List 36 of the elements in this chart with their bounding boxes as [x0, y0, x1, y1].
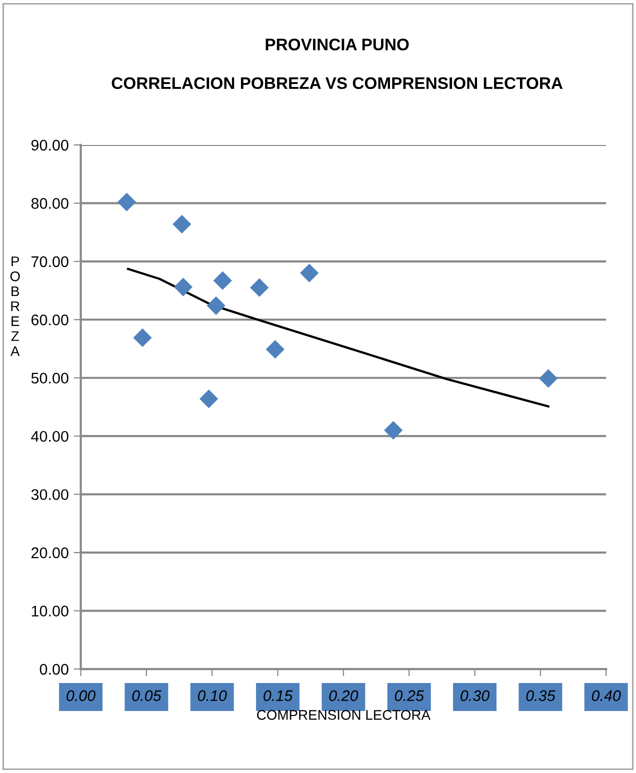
y-tick-label: 90.00 — [31, 140, 68, 151]
y-tick-label: 40.00 — [31, 430, 68, 442]
point — [133, 328, 152, 348]
y-tick-label: 10.00 — [32, 606, 68, 616]
x-tick-label: 0.25 — [394, 690, 424, 702]
x-tick-label: 0.10 — [198, 690, 227, 702]
line-series — [126, 268, 550, 408]
x-tick-label: 0.30 — [460, 690, 490, 702]
point — [206, 296, 226, 315]
y-tick-label: 30.00 — [31, 489, 68, 500]
x-tick-label: 0.35 — [526, 690, 556, 702]
point — [539, 369, 558, 388]
point — [300, 264, 319, 282]
point — [117, 192, 136, 212]
x-tick-label: 0.20 — [329, 690, 358, 702]
y-tick-label: 70.00 — [32, 256, 68, 268]
x-tick-label: 0.40 — [592, 690, 621, 702]
chart-subtitle: CORRELACION POBREZA VS COMPRENSION LECTORA — [112, 77, 563, 90]
y-tick-label: 50.00 — [31, 372, 68, 384]
point — [174, 278, 193, 296]
x-tick-label: 0.05 — [132, 690, 162, 702]
point — [266, 340, 284, 359]
point — [384, 420, 403, 440]
y-axis-title: POBREZA — [10, 256, 20, 356]
chart-title: PROVINCIA PUNO — [266, 38, 409, 50]
y-tick-label: 60.00 — [32, 314, 68, 326]
x-tick-label: 0.15 — [264, 690, 293, 702]
point — [172, 214, 192, 234]
y-tick-label: 20.00 — [32, 547, 68, 558]
x-tick-label: 0.00 — [66, 690, 96, 702]
point — [200, 390, 218, 408]
x-axis-title: COMPRENSION LECTORA — [257, 710, 430, 720]
point — [250, 278, 269, 297]
y-tick-label: 0.00 — [40, 664, 68, 675]
point — [213, 271, 232, 290]
y-tick-label: 80.00 — [31, 198, 68, 209]
